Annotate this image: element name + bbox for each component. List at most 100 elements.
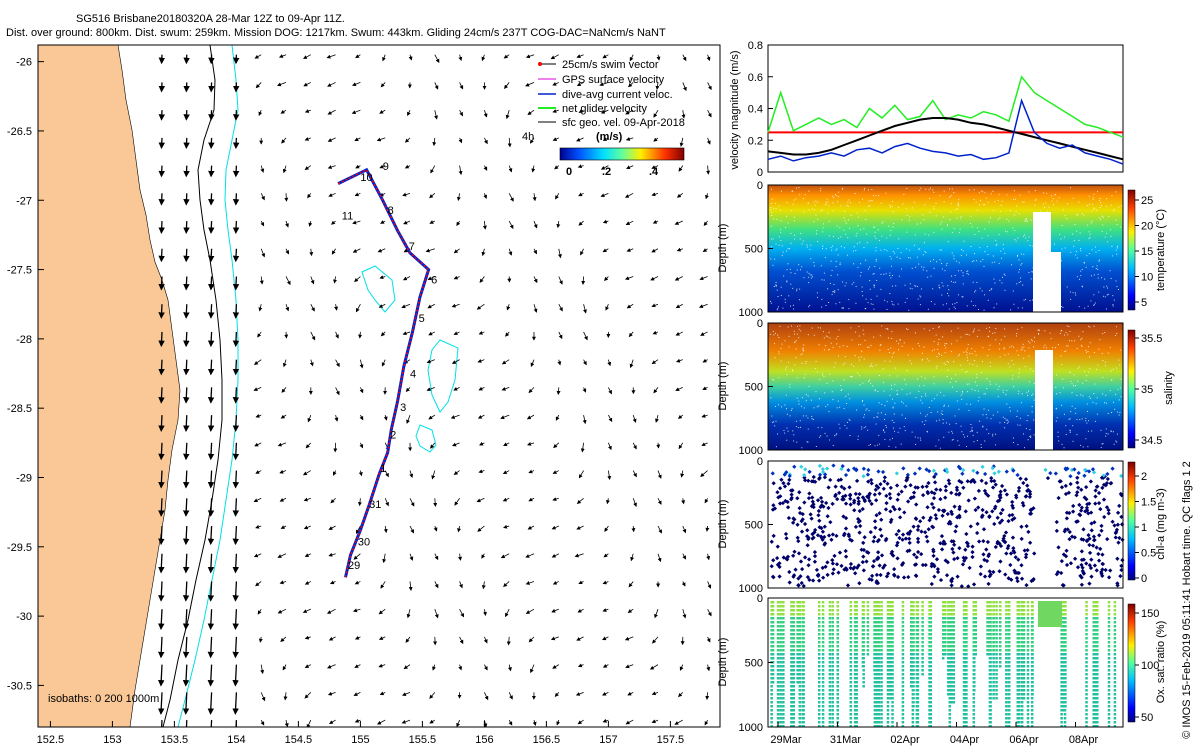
- sample-dot: [958, 202, 959, 203]
- oxygen-dot: [887, 713, 890, 716]
- sample-dot: [1058, 440, 1059, 441]
- sample-dot: [800, 354, 801, 355]
- sample-dot: [1083, 446, 1084, 447]
- oxygen-dot: [878, 689, 881, 692]
- sample-dot: [1111, 431, 1112, 432]
- sample-dot: [952, 440, 953, 441]
- sample-dot: [898, 343, 899, 344]
- sample-dot: [923, 347, 924, 348]
- sample-dot: [1004, 355, 1005, 356]
- oxygen-dot: [799, 637, 802, 640]
- sample-dot: [891, 331, 892, 332]
- sample-dot: [870, 200, 871, 201]
- sample-dot: [1105, 436, 1106, 437]
- sample-dot: [1094, 304, 1095, 305]
- sample-dot: [871, 303, 872, 304]
- sample-dot: [793, 434, 794, 435]
- sample-dot: [1067, 286, 1068, 287]
- sample-dot: [976, 260, 977, 261]
- sample-dot: [901, 401, 902, 402]
- sample-dot: [868, 269, 869, 270]
- sample-dot: [925, 395, 926, 396]
- velocity-arrow: [161, 443, 162, 459]
- sample-dot: [902, 389, 903, 390]
- salinity-panel: Depth (m) salinity: [717, 323, 1175, 450]
- sample-dot: [989, 349, 990, 350]
- sample-dot: [986, 328, 987, 329]
- sample-dot: [848, 394, 849, 395]
- sample-dot: [893, 223, 894, 224]
- sample-dot: [774, 425, 775, 426]
- oxygen-dot: [973, 605, 976, 608]
- sample-dot: [1088, 326, 1089, 327]
- sample-dot: [918, 343, 919, 344]
- sample-dot: [1037, 330, 1038, 331]
- sample-dot: [796, 188, 797, 189]
- sample-dot: [1028, 415, 1029, 416]
- sample-dot: [1021, 327, 1022, 328]
- sample-dot: [1064, 447, 1065, 448]
- sample-dot: [797, 326, 798, 327]
- oxygen-dot: [910, 601, 913, 604]
- sample-dot: [966, 271, 967, 272]
- sample-dot: [815, 391, 816, 392]
- oxygen-dot: [1108, 633, 1111, 636]
- sample-dot: [849, 435, 850, 436]
- sample-dot: [894, 253, 895, 254]
- sample-dot: [771, 189, 772, 190]
- sample-dot: [788, 222, 789, 223]
- oxygen-dot: [782, 649, 785, 652]
- sample-dot: [958, 270, 959, 271]
- sample-dot: [942, 336, 943, 337]
- sample-dot: [885, 425, 886, 426]
- oxygen-dot: [902, 681, 905, 684]
- oxygen-dot: [829, 693, 832, 696]
- oxygen-dot: [878, 617, 881, 620]
- sample-dot: [1075, 385, 1076, 386]
- sample-dot: [1094, 194, 1095, 195]
- oxygen-dot: [782, 701, 785, 704]
- sample-dot: [869, 267, 870, 268]
- sample-dot: [948, 362, 949, 363]
- oxygen-dot: [1108, 673, 1111, 676]
- sample-dot: [952, 387, 953, 388]
- sample-dot: [977, 432, 978, 433]
- sample-dot: [1022, 349, 1023, 350]
- sample-dot: [1033, 420, 1034, 421]
- sample-dot: [1072, 425, 1073, 426]
- sample-dot: [898, 238, 899, 239]
- oxygen-dot: [1108, 689, 1111, 692]
- oxygen-dot: [880, 609, 883, 612]
- oxygen-dot: [878, 657, 881, 660]
- oxygen-dot: [802, 625, 805, 628]
- sample-dot: [998, 219, 999, 220]
- sample-dot: [773, 380, 774, 381]
- velocity-arrow: [186, 443, 187, 459]
- sample-dot: [967, 352, 968, 353]
- oxygen-dot: [1064, 641, 1067, 644]
- sample-dot: [1065, 350, 1066, 351]
- oxygen-dot: [836, 625, 839, 628]
- oxygen-dot: [902, 633, 905, 636]
- oxygen-dot: [1114, 629, 1117, 632]
- sample-dot: [815, 215, 816, 216]
- sample-dot: [912, 432, 913, 433]
- sample-dot: [974, 234, 975, 235]
- oxygen-dot: [973, 685, 976, 688]
- sample-dot: [810, 274, 811, 275]
- sample-dot: [1108, 353, 1109, 354]
- sample-dot: [788, 327, 789, 328]
- oxygen-dot: [829, 709, 832, 712]
- sample-dot: [928, 189, 929, 190]
- sample-dot: [934, 398, 935, 399]
- oxygen-dot: [799, 697, 802, 700]
- sample-dot: [1088, 420, 1089, 421]
- temperature-cbar-label: temperature (°C): [1155, 209, 1167, 291]
- sample-dot: [999, 280, 1000, 281]
- sample-dot: [1026, 428, 1027, 429]
- velocity-arrow: [186, 166, 187, 176]
- sample-dot: [816, 230, 817, 231]
- sample-dot: [875, 250, 876, 251]
- sample-dot: [781, 406, 782, 407]
- oxygen-dot: [953, 601, 956, 604]
